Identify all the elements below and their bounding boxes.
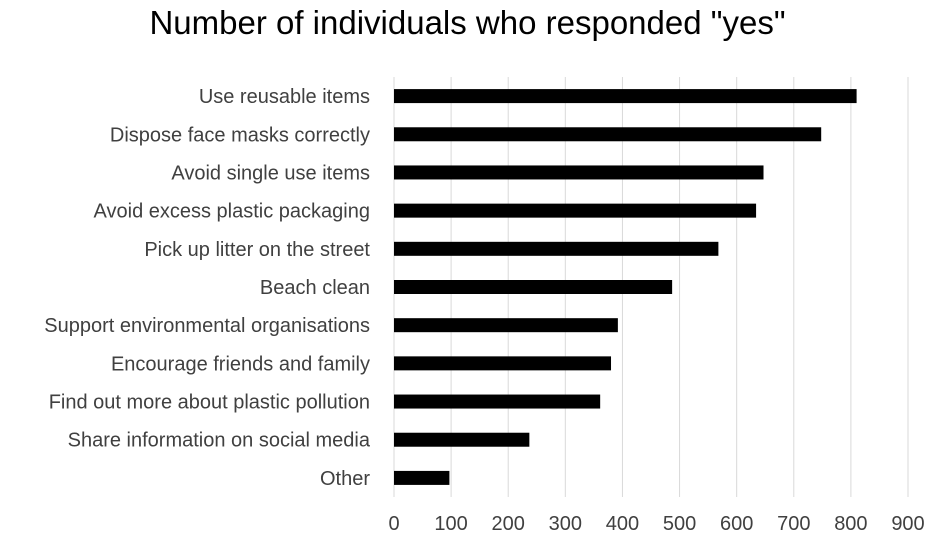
bar bbox=[394, 394, 601, 409]
x-tick-label: 900 bbox=[891, 513, 924, 535]
category-label: Share information on social media bbox=[68, 430, 371, 452]
x-tick-labels: 0 100 200 300 400 500 600 700 800 900 bbox=[388, 513, 924, 535]
x-tick-label: 500 bbox=[663, 513, 696, 535]
bars bbox=[394, 89, 857, 485]
category-label: Other bbox=[320, 468, 370, 490]
x-tick-label: 300 bbox=[549, 513, 582, 535]
x-tick-label: 0 bbox=[388, 513, 399, 535]
x-tick-label: 400 bbox=[606, 513, 639, 535]
bar bbox=[394, 127, 822, 142]
bar bbox=[394, 165, 764, 180]
category-label: Pick up litter on the street bbox=[144, 239, 370, 261]
bar bbox=[394, 356, 612, 371]
category-label: Beach clean bbox=[260, 277, 370, 299]
category-label: Avoid single use items bbox=[171, 162, 370, 184]
bar bbox=[394, 318, 618, 333]
bar bbox=[394, 203, 757, 218]
x-tick-label: 100 bbox=[434, 513, 467, 535]
category-labels: Use reusable items Dispose face masks cor… bbox=[44, 86, 371, 490]
category-label: Use reusable items bbox=[199, 86, 370, 108]
category-label: Support environmental organisations bbox=[44, 315, 370, 337]
category-label: Encourage friends and family bbox=[111, 353, 370, 375]
bar bbox=[394, 280, 673, 294]
category-label: Avoid excess plastic packaging bbox=[94, 201, 370, 223]
x-tick-label: 600 bbox=[720, 513, 753, 535]
bar bbox=[394, 241, 719, 256]
category-label: Find out more about plastic pollution bbox=[49, 392, 370, 414]
bar bbox=[394, 89, 857, 104]
bar bbox=[394, 432, 530, 447]
x-tick-label: 700 bbox=[777, 513, 810, 535]
x-tick-label: 200 bbox=[492, 513, 525, 535]
chart-title: Number of individuals who responded "yes… bbox=[149, 4, 786, 41]
category-label: Dispose face masks correctly bbox=[110, 124, 370, 146]
bar bbox=[394, 470, 450, 485]
x-tick-label: 800 bbox=[834, 513, 867, 535]
